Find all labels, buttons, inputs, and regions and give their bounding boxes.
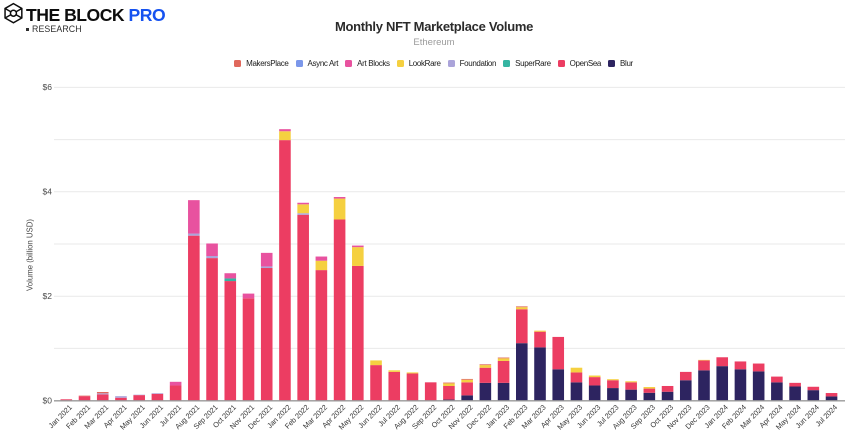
svg-text:$6: $6 [43,82,53,92]
svg-text:$2: $2 [43,291,53,301]
svg-text:Volume (billion USD): Volume (billion USD) [26,219,35,291]
svg-text:$4: $4 [43,187,53,197]
svg-text:$0: $0 [43,395,53,405]
